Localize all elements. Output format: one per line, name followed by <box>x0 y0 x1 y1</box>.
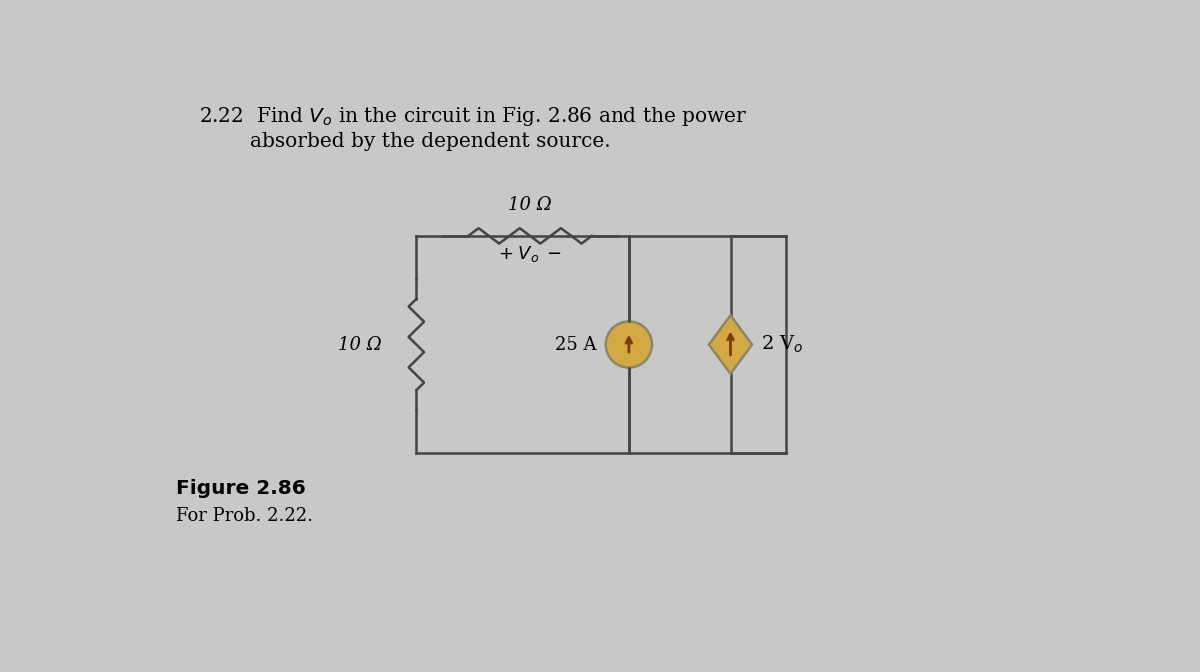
Text: 10 Ω: 10 Ω <box>509 196 552 214</box>
Circle shape <box>606 321 652 368</box>
Text: absorbed by the dependent source.: absorbed by the dependent source. <box>199 132 611 151</box>
Polygon shape <box>709 315 752 374</box>
Text: 10 Ω: 10 Ω <box>338 335 382 353</box>
Text: For Prob. 2.22.: For Prob. 2.22. <box>176 507 313 526</box>
Text: Figure 2.86: Figure 2.86 <box>176 478 306 498</box>
Text: $+\;V_o\;-$: $+\;V_o\;-$ <box>498 243 562 263</box>
Text: 2.22  Find $V_o$ in the circuit in Fig. 2.86 and the power: 2.22 Find $V_o$ in the circuit in Fig. 2… <box>199 106 748 128</box>
Text: 2 V$_o$: 2 V$_o$ <box>761 334 804 355</box>
Text: 25 A: 25 A <box>556 335 596 353</box>
